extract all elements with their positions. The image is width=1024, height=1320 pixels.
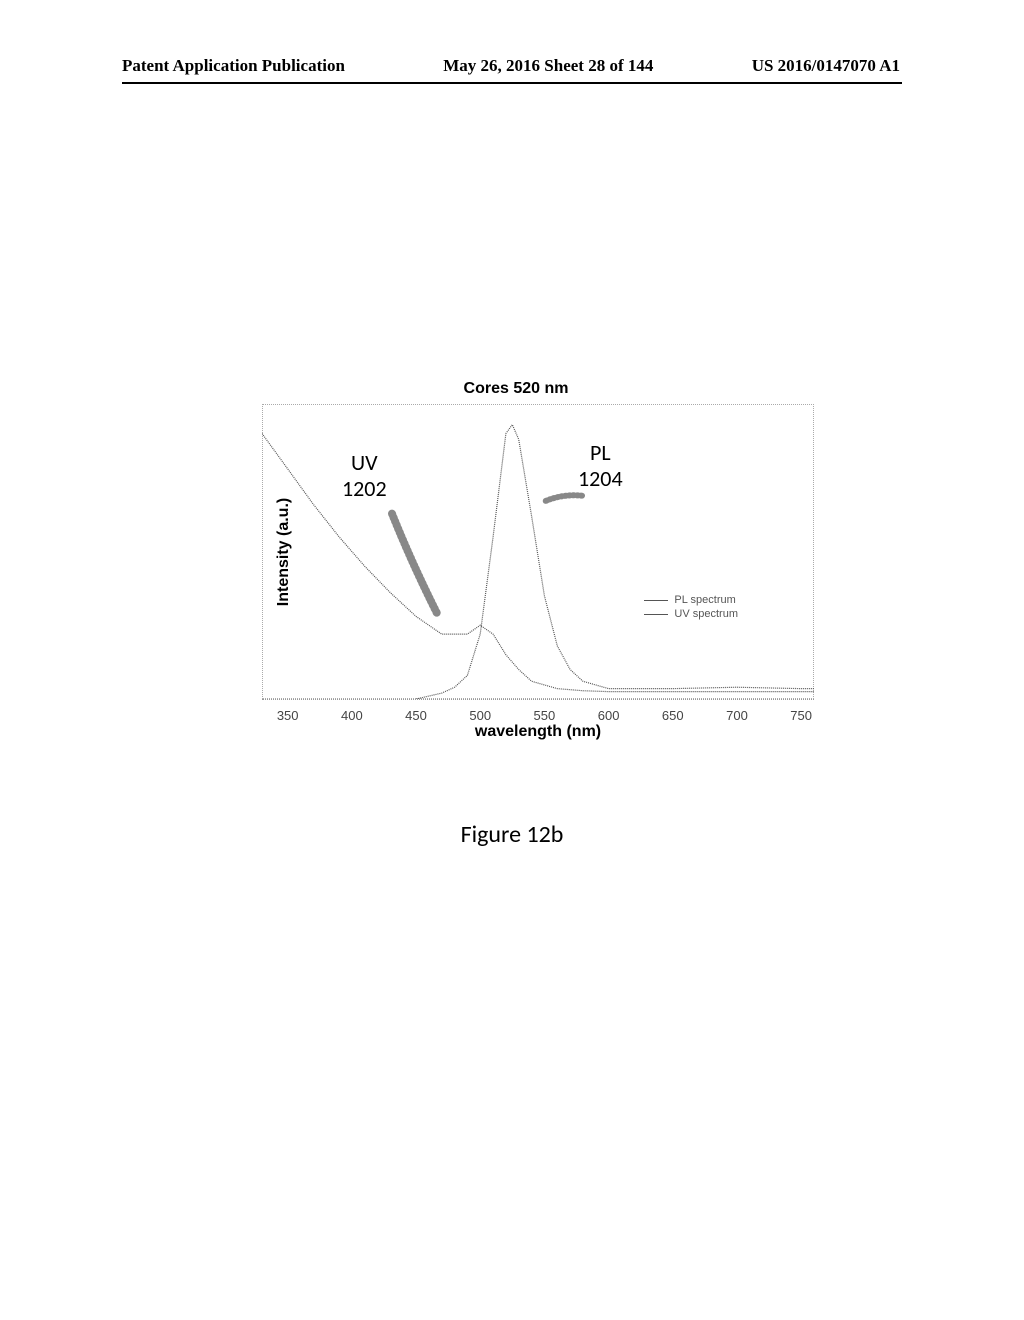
legend-item-uv: UV spectrum <box>644 608 738 620</box>
x-tick-label: 600 <box>598 708 620 723</box>
page-header: Patent Application Publication May 26, 2… <box>0 56 1024 76</box>
chart-container: Cores 520 nm Intensity (a.u.) wavelength… <box>218 380 814 760</box>
x-tick-label: 500 <box>469 708 491 723</box>
legend-line-icon <box>644 600 668 601</box>
x-tick-label: 700 <box>726 708 748 723</box>
x-tick-label: 350 <box>277 708 299 723</box>
chart-title: Cores 520 nm <box>218 380 814 398</box>
legend-line-icon <box>644 614 668 615</box>
header-right: US 2016/0147070 A1 <box>752 56 900 76</box>
legend-label-pl: PL spectrum <box>674 594 735 606</box>
legend-label-uv: UV spectrum <box>674 608 738 620</box>
figure-caption: Figure 12b <box>0 820 1024 849</box>
x-tick-label: 750 <box>790 708 812 723</box>
header-left: Patent Application Publication <box>122 56 345 76</box>
header-center: May 26, 2016 Sheet 28 of 144 <box>443 56 653 76</box>
legend: PL spectrum UV spectrum <box>644 594 738 622</box>
legend-item-pl: PL spectrum <box>644 594 738 606</box>
leader-lines <box>262 404 814 699</box>
plot-area: Intensity (a.u.) wavelength (nm) UV 1202… <box>262 404 814 700</box>
x-tick-label: 550 <box>534 708 556 723</box>
x-tick-label: 400 <box>341 708 363 723</box>
x-tick-label: 450 <box>405 708 427 723</box>
x-axis-label: wavelength (nm) <box>475 723 601 741</box>
x-tick-label: 650 <box>662 708 684 723</box>
header-divider <box>122 82 902 84</box>
